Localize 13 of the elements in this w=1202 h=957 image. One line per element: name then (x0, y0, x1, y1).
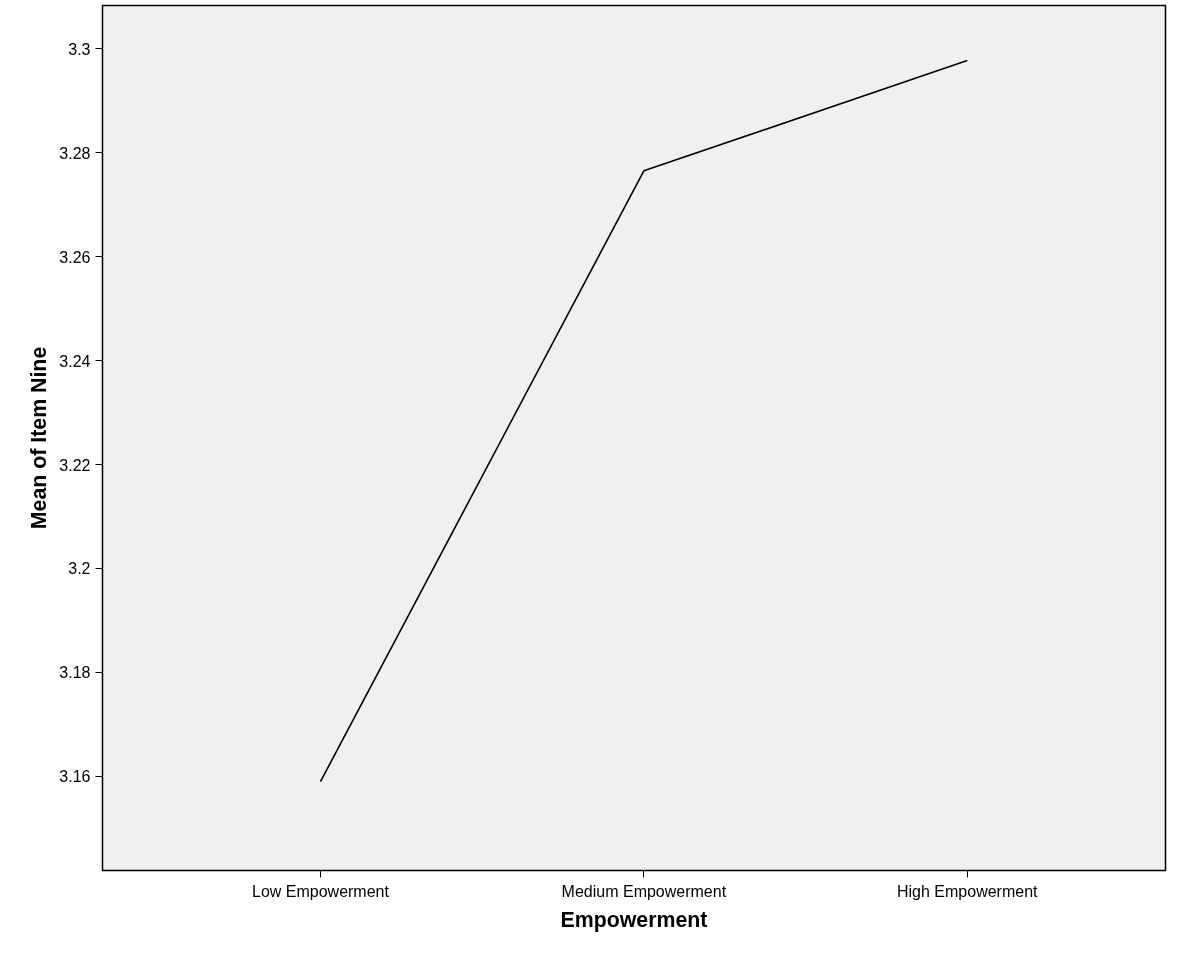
x-tick-label: Medium Empowerment (561, 882, 727, 900)
x-tick-label: High Empowerment (897, 882, 1039, 900)
y-tick-label: 3.24 (59, 352, 91, 370)
y-tick-label: 3.18 (59, 664, 91, 682)
y-axis-title: Mean of Item Nine (27, 346, 52, 530)
y-tick-label: 3.26 (59, 248, 91, 266)
y-tick-label: 3.16 (59, 768, 91, 786)
x-axis-title: Empowerment (560, 907, 708, 932)
y-tick-label: 3.3 (68, 40, 91, 58)
y-tick-label: 3.28 (59, 144, 91, 162)
x-tick-label: Low Empowerment (252, 882, 390, 900)
y-tick-label: 3.2 (68, 560, 91, 578)
y-tick-label: 3.22 (59, 456, 91, 474)
